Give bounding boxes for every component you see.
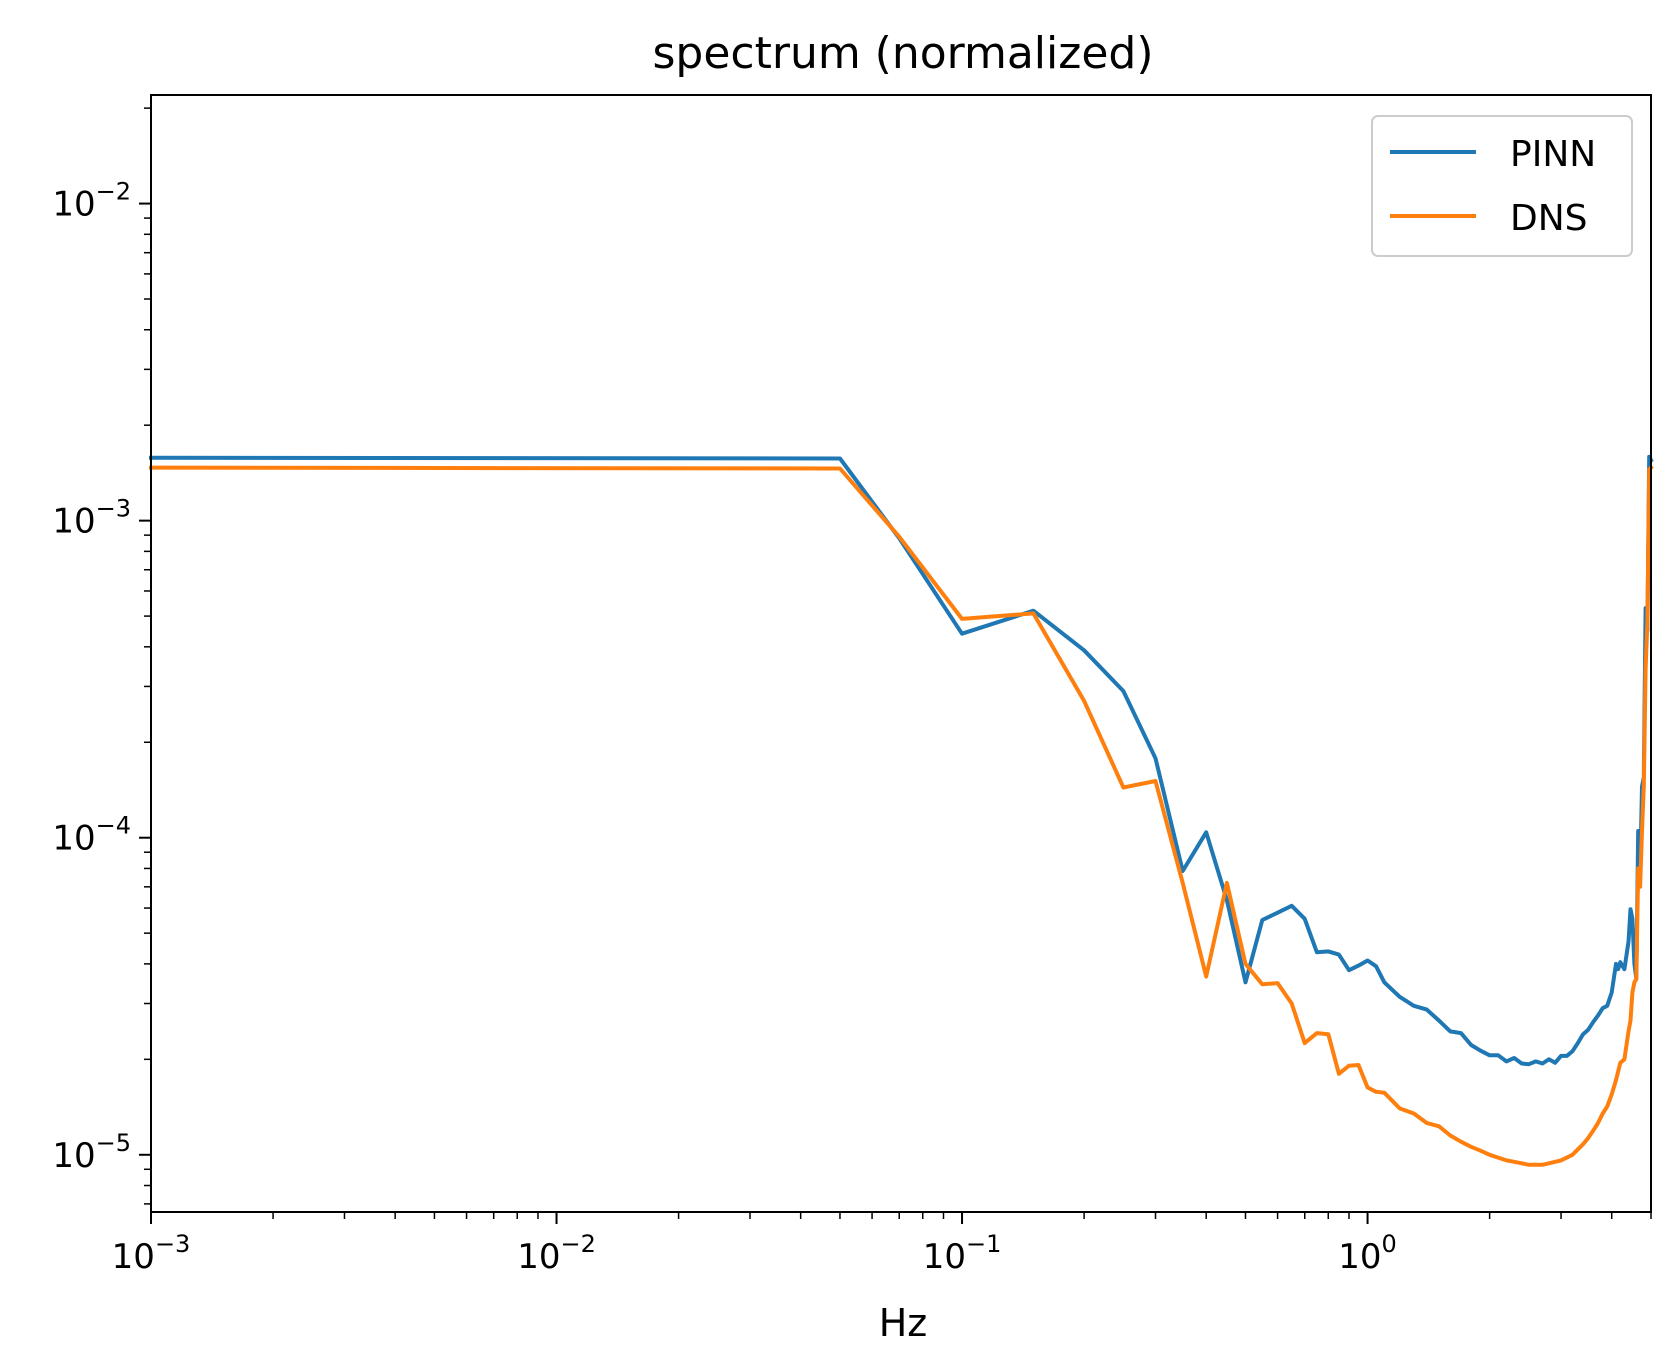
y-tick-label: 10−2 [52,178,131,225]
x-tick-label: 10−2 [517,1230,596,1277]
x-tick-label: 100 [1338,1230,1397,1277]
y-tick-label: 10−5 [52,1129,131,1176]
x-tick-label: 10−3 [112,1230,191,1277]
series-line-dns [148,464,1654,1167]
legend-label-pinn: PINN [1510,134,1596,175]
legend: PINN DNS [1371,115,1633,257]
x-axis-label: Hz [879,1301,928,1345]
ticks-layer: 10−3 10−2 10−1 100 10−5 10−4 10−3 10−2 [52,107,1652,1277]
series-layer [148,454,1654,1167]
series-line-pinn [148,454,1654,1067]
y-tick-label: 10−3 [52,495,131,542]
legend-label-dns: DNS [1510,198,1588,239]
y-tick-label: 10−4 [52,812,131,859]
plot-frame [150,94,1652,1213]
chart-title: spectrum (normalized) [652,28,1153,79]
x-tick-label: 10−1 [923,1230,1002,1277]
